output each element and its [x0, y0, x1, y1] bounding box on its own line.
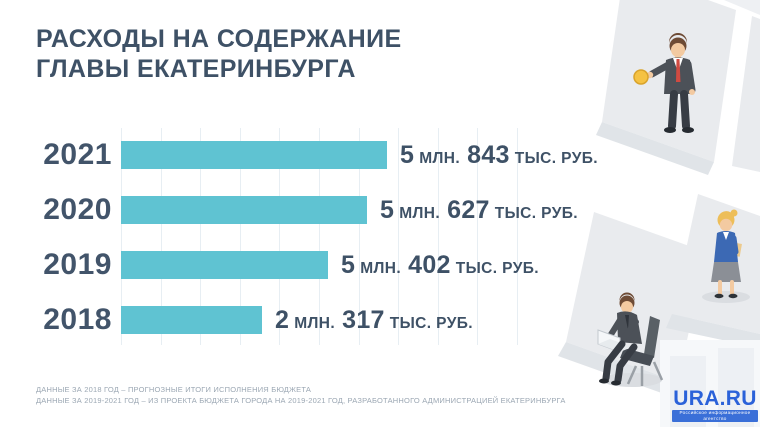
value-label: 5 МЛН. 843 ТЫС. РУБ.: [400, 141, 598, 170]
bar-chart: 2021 5 МЛН. 843 ТЫС. РУБ. 2020 5 МЛН. 62…: [36, 138, 598, 361]
value-thousands: 627: [447, 195, 490, 224]
chart-row: 2019 5 МЛН. 402 ТЫС. РУБ.: [36, 248, 598, 281]
year-label: 2018: [43, 303, 112, 336]
unit-millions: МЛН.: [294, 314, 336, 332]
bar-2019: [121, 251, 328, 279]
value-millions: 2: [275, 305, 290, 334]
value-thousands: 402: [408, 250, 451, 279]
footnote-2: ДАННЫЕ ЗА 2019-2021 ГОД – ИЗ ПРОЕКТА БЮД…: [36, 395, 566, 405]
value-label: 5 МЛН. 402 ТЫС. РУБ.: [341, 251, 539, 280]
value-millions: 5: [400, 140, 415, 169]
footnote-1: ДАННЫЕ ЗА 2018 ГОД – ПРОГНОЗНЫЕ ИТОГИ ИС…: [36, 385, 312, 394]
value-thousands: 843: [467, 140, 510, 169]
page-title: РАСХОДЫ НА СОДЕРЖАНИЕ ГЛАВЫ ЕКАТЕРИНБУРГ…: [36, 24, 402, 84]
unit-thousands: ТЫС. РУБ.: [389, 314, 474, 332]
value-thousands: 317: [342, 305, 385, 334]
year-label: 2020: [43, 193, 112, 226]
unit-thousands: ТЫС. РУБ.: [494, 204, 579, 222]
businesswoman-with-folder: [702, 209, 750, 303]
ura-ru-logo-text: URA.RU: [673, 387, 757, 410]
chart-row: 2021 5 МЛН. 843 ТЫС. РУБ.: [36, 138, 598, 171]
footnotes: ДАННЫЕ ЗА 2018 ГОД – ПРОГНОЗНЫЕ ИТОГИ ИС…: [36, 385, 566, 406]
ura-ru-logo[interactable]: URA.RU Российское информационное агентст…: [672, 388, 758, 422]
unit-millions: МЛН.: [419, 149, 461, 167]
value-label: 5 МЛН. 627 ТЫС. РУБ.: [380, 196, 578, 225]
unit-millions: МЛН.: [360, 259, 402, 277]
bar-2021: [121, 141, 387, 169]
chart-row: 2018 2 МЛН. 317 ТЫС. РУБ.: [36, 303, 598, 336]
value-label: 2 МЛН. 317 ТЫС. РУБ.: [275, 306, 473, 335]
value-millions: 5: [341, 250, 356, 279]
title-line-2: ГЛАВЫ ЕКАТЕРИНБУРГА: [36, 55, 356, 83]
businessman-with-coin: [633, 33, 696, 133]
chart-row: 2020 5 МЛН. 627 ТЫС. РУБ.: [36, 193, 598, 226]
bar-2020: [121, 196, 367, 224]
unit-millions: МЛН.: [399, 204, 441, 222]
ura-ru-logo-tagline: Российское информационное агентство: [672, 410, 758, 422]
businessman-with-laptop: [597, 292, 664, 387]
bar-2018: [121, 306, 262, 334]
value-millions: 5: [380, 195, 395, 224]
unit-thousands: ТЫС. РУБ.: [514, 149, 599, 167]
year-label: 2019: [43, 248, 112, 281]
unit-thousands: ТЫС. РУБ.: [455, 259, 540, 277]
year-label: 2021: [43, 138, 112, 171]
title-line-1: РАСХОДЫ НА СОДЕРЖАНИЕ: [36, 25, 402, 53]
chart-gridlines: [121, 128, 521, 345]
